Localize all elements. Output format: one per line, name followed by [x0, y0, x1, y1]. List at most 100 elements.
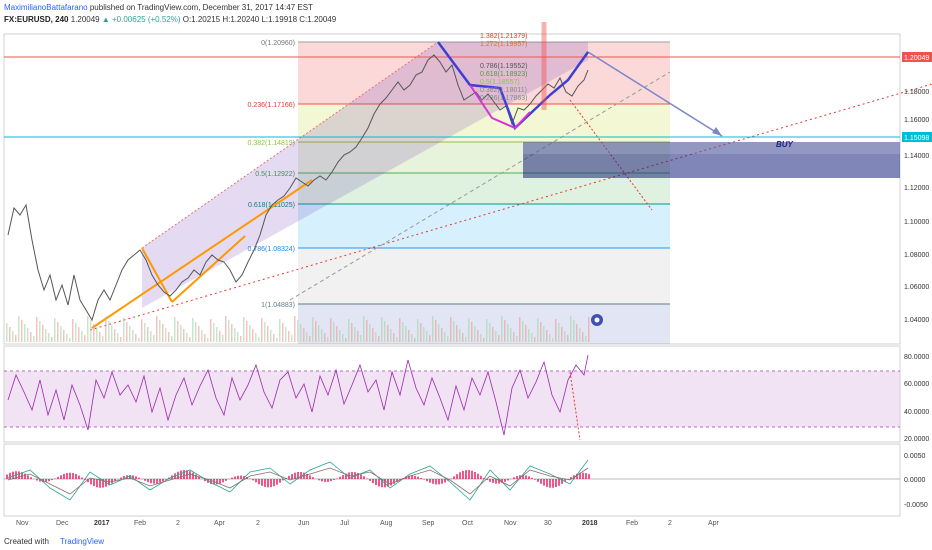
- channel-top-line[interactable]: [141, 41, 439, 249]
- macd-bar: [93, 479, 95, 487]
- time-tick: Dec: [56, 520, 69, 527]
- price-tick: 1.08000: [904, 252, 929, 259]
- volume-bar: [312, 317, 314, 342]
- volume-bar: [360, 335, 362, 342]
- macd-bar: [420, 478, 422, 479]
- time-tick: 2018: [582, 520, 598, 527]
- time-tick: Nov: [16, 520, 29, 527]
- price-series: [7, 54, 589, 322]
- volume-bar: [354, 327, 356, 342]
- volume-bar: [180, 325, 182, 342]
- volume-bar: [12, 331, 14, 342]
- volume-bar: [579, 328, 581, 342]
- macd-bar: [153, 479, 155, 484]
- volume-bar: [96, 328, 98, 342]
- macd-bar: [330, 479, 332, 482]
- macd-bar: [570, 477, 572, 479]
- macd-tick: 0.0050: [904, 453, 926, 460]
- pattern-leg[interactable]: [469, 84, 531, 130]
- macd-bar: [564, 479, 566, 482]
- volume-bar: [120, 337, 122, 342]
- macd-bar: [156, 479, 158, 484]
- fib-label-382: 0.382(1.14819): [248, 140, 295, 147]
- volume-bar: [117, 333, 119, 342]
- macd-bar: [537, 479, 539, 482]
- macd-bar: [480, 475, 482, 479]
- volume-bar: [27, 328, 29, 342]
- macd-bar: [129, 474, 131, 479]
- volume-bar: [174, 317, 176, 342]
- main-pane[interactable]: [3, 33, 901, 345]
- volume-bar: [423, 327, 425, 342]
- macd-bar: [282, 479, 284, 481]
- macd-tick: -0.0050: [904, 502, 928, 509]
- volume-bar: [153, 335, 155, 342]
- macd-pane[interactable]: [3, 443, 901, 517]
- macd-bar: [585, 473, 587, 479]
- rising-channel[interactable]: [142, 42, 588, 308]
- macd-histogram: [6, 470, 590, 488]
- macd-bar: [57, 476, 59, 479]
- macd-bar: [60, 475, 62, 479]
- tradingview-logo[interactable]: TradingView: [60, 537, 105, 546]
- macd-bar: [477, 473, 479, 479]
- macd-bar: [462, 470, 464, 479]
- time-tick: Nov: [504, 520, 517, 527]
- fib-ext-1272: 1.272(1.19957): [480, 41, 527, 48]
- volume-bar: [408, 330, 410, 342]
- projection-arrow[interactable]: [587, 51, 723, 137]
- gray-trendline[interactable]: [289, 71, 671, 301]
- author-link[interactable]: MaximilianoBattafarano: [4, 3, 88, 12]
- time-tick: 2: [256, 520, 260, 527]
- macd-bar: [378, 479, 380, 487]
- ohlc-values: O:1.20215 H:1.20240 L:1.19918 C:1.20049: [182, 15, 337, 24]
- channel-mid-line[interactable]: [91, 179, 313, 329]
- macd-bar: [426, 479, 428, 482]
- volume-bar: [99, 332, 101, 342]
- volume-bar: [255, 333, 257, 342]
- macd-bar: [549, 479, 551, 488]
- volume-bar: [474, 326, 476, 342]
- volume-bar: [369, 324, 371, 342]
- time-tick: Aug: [380, 520, 393, 527]
- rsi-pane[interactable]: [3, 345, 901, 443]
- macd-bar: [6, 474, 8, 479]
- volume-bar: [567, 335, 569, 342]
- volume-bar: [51, 337, 53, 342]
- rsi-divergence[interactable]: [569, 371, 581, 441]
- macd-bar: [294, 472, 296, 479]
- fib-ext-382: 0.382(1.18011): [480, 87, 527, 94]
- volume-bar: [87, 316, 89, 342]
- macd-bar: [489, 479, 491, 482]
- volume-bar: [288, 331, 290, 342]
- volume-bar: [558, 323, 560, 342]
- volume-bar: [585, 336, 587, 342]
- fib-band-0-236: [298, 42, 670, 104]
- volume-bar: [189, 337, 191, 342]
- long-trendline[interactable]: [89, 83, 932, 331]
- volume-bar: [138, 338, 140, 342]
- price-tick: 1.06000: [904, 284, 929, 291]
- volume-bar: [84, 335, 86, 342]
- macd-bar: [318, 479, 320, 481]
- volume-bar: [441, 328, 443, 342]
- macd-bar: [216, 479, 218, 485]
- macd-bar: [72, 473, 74, 479]
- volume-bar: [15, 335, 17, 342]
- swing-line-2[interactable]: [171, 235, 246, 303]
- volume-bar: [69, 338, 71, 342]
- symbol-label[interactable]: FX:EURUSD, 240: [4, 15, 69, 24]
- macd-bar: [252, 479, 254, 481]
- volume-bar: [165, 328, 167, 342]
- volume-bar: [24, 324, 26, 342]
- swing-line-1[interactable]: [141, 247, 173, 303]
- buy-zone[interactable]: [523, 142, 900, 178]
- macd-bar: [96, 479, 98, 488]
- macd-bar: [75, 474, 77, 479]
- macd-bar: [276, 479, 278, 485]
- macd-bar: [495, 479, 497, 484]
- volume-bar: [162, 324, 164, 342]
- volume-bar: [6, 323, 8, 342]
- fib-ext-786: 0.786(1.19552): [480, 63, 527, 70]
